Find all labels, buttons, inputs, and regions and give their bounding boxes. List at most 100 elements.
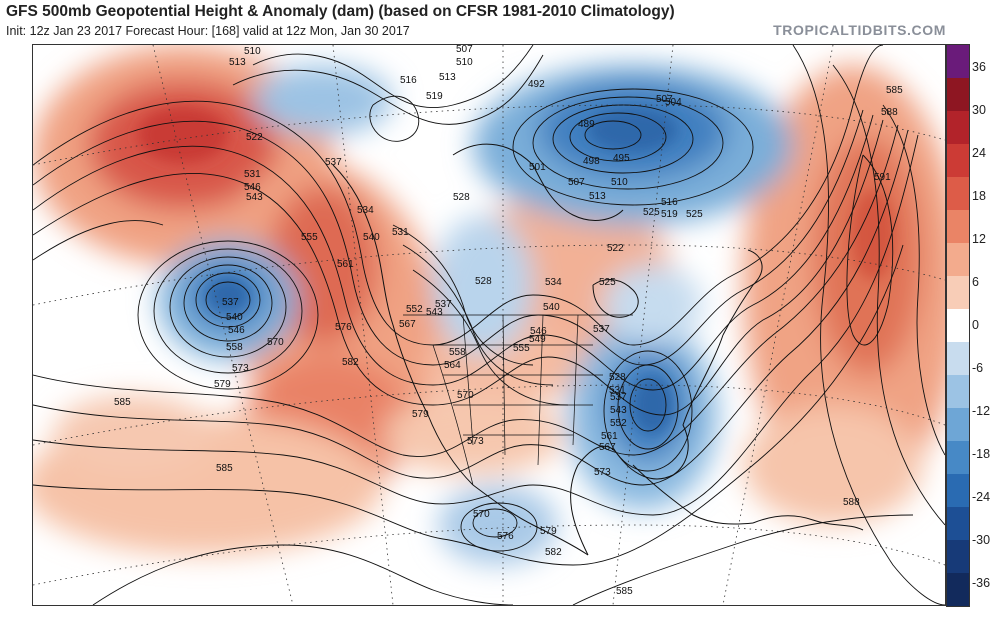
coastlines: [332, 143, 864, 556]
colorbar-swatch: [947, 111, 969, 145]
lat-lon-grid: [33, 45, 945, 605]
contour-label: 522: [246, 132, 263, 143]
contour-label: 567: [399, 319, 416, 330]
contour-label: 570: [473, 509, 490, 520]
contour-label: 510: [244, 46, 261, 57]
contour-label: 558: [226, 342, 243, 353]
contour-label: 570: [457, 390, 474, 401]
colorbar-tick-label: 0: [972, 318, 979, 332]
colorbar-swatch: [947, 45, 969, 79]
contour-label: 585: [216, 463, 233, 474]
colorbar-swatch: [947, 441, 969, 475]
colorbar: [946, 44, 970, 607]
colorbar-tick-label: -30: [972, 533, 991, 547]
contour-label: 546: [244, 182, 261, 193]
contour-label: 501: [529, 162, 546, 173]
baffin-low-rings: [512, 88, 754, 206]
colorbar-swatch: [947, 573, 969, 606]
contour-label: 570: [267, 337, 284, 348]
contour-label: 507: [568, 177, 585, 188]
contour-label: 495: [613, 153, 630, 164]
contour-label: 519: [661, 209, 678, 220]
colorbar-swatch: [947, 309, 969, 343]
contour-label: 582: [342, 357, 359, 368]
contour-label: 528: [609, 372, 626, 383]
colorbar-tick-label: 6: [972, 275, 979, 289]
contour-label: 588: [843, 497, 860, 508]
contour-label: 537: [593, 324, 610, 335]
contour-label: 513: [229, 57, 246, 68]
contour-label: 492: [528, 79, 545, 90]
contour-label: 546: [530, 326, 547, 337]
colorbar-tick-label: 12: [972, 232, 986, 246]
contour-label: 555: [301, 232, 318, 243]
contour-label: 546: [228, 325, 245, 336]
contour-label: 561: [337, 259, 354, 270]
colorbar-tick-label: -12: [972, 404, 991, 418]
contour-label: 567: [599, 442, 616, 453]
contour-label: 561: [601, 431, 618, 442]
contour-label: 531: [392, 227, 409, 238]
contour-label: 582: [545, 547, 562, 558]
contour-label: 564: [444, 360, 461, 371]
contour-label: 549: [529, 334, 546, 345]
contour-label: 528: [475, 276, 492, 287]
forecast-info: Init: 12z Jan 23 2017 Forecast Hour: [16…: [6, 24, 410, 38]
contour-label: 573: [467, 436, 484, 447]
contour-label: 552: [406, 304, 423, 315]
colorbar-tick-label: -24: [972, 490, 991, 504]
contour-label: 525: [599, 277, 616, 288]
contour-label: 522: [607, 243, 624, 254]
contour-label: 588: [881, 107, 898, 118]
contour-label: 489: [578, 119, 595, 130]
contour-label: 528: [453, 192, 470, 203]
map-title: GFS 500mb Geopotential Height & Anomaly …: [6, 3, 675, 20]
contour-label: 573: [594, 467, 611, 478]
contour-label: 543: [246, 192, 263, 203]
contour-label: 513: [439, 72, 456, 83]
colorbar-swatch: [947, 408, 969, 442]
contour-label: 555: [513, 343, 530, 354]
colorbar-swatch: [947, 78, 969, 112]
contour-label: 576: [497, 531, 514, 542]
flow-contours: [33, 45, 945, 605]
contour-label: 543: [610, 405, 627, 416]
contour-label: 510: [456, 57, 473, 68]
contour-label: 525: [686, 209, 703, 220]
trough-mexico: [438, 485, 558, 565]
colorbar-swatch: [947, 540, 969, 574]
contour-label: 591: [874, 172, 891, 183]
contour-label: 540: [543, 302, 560, 313]
contour-label: 543: [426, 307, 443, 318]
height-contours: [33, 45, 945, 605]
state-borders: [403, 314, 633, 486]
contour-label: 531: [244, 169, 261, 180]
colorbar-tick-label: 30: [972, 103, 986, 117]
contour-label: 585: [886, 85, 903, 96]
contour-label: 579: [540, 526, 557, 537]
site-brand[interactable]: TROPICALTIDBITS.COM: [773, 22, 946, 38]
contour-label: 573: [232, 363, 249, 374]
colorbar-tick-label: -6: [972, 361, 984, 375]
contour-label: 525: [643, 207, 660, 218]
colorbar-tick-label: -18: [972, 447, 991, 461]
contour-label: 498: [583, 156, 600, 167]
contour-label: 507: [456, 45, 473, 55]
trough-arctic: [253, 65, 393, 135]
contour-label: 558: [449, 347, 466, 358]
contour-label: 534: [357, 205, 374, 216]
contour-label: 519: [426, 91, 443, 102]
contour-label: 585: [114, 397, 131, 408]
colorbar-tick-label: 36: [972, 60, 986, 74]
colorbar-swatch: [947, 507, 969, 541]
contour-label: 504: [665, 97, 682, 108]
colorbar-tick-label: -36: [972, 576, 991, 590]
contour-label: 534: [545, 277, 562, 288]
contour-label: 507: [656, 94, 673, 105]
colorbar-swatch: [947, 144, 969, 178]
colorbar-swatch: [947, 243, 969, 277]
contour-label: 540: [226, 312, 243, 323]
ridge-subtropic-west: [53, 395, 213, 475]
trough-rockies: [433, 215, 533, 355]
